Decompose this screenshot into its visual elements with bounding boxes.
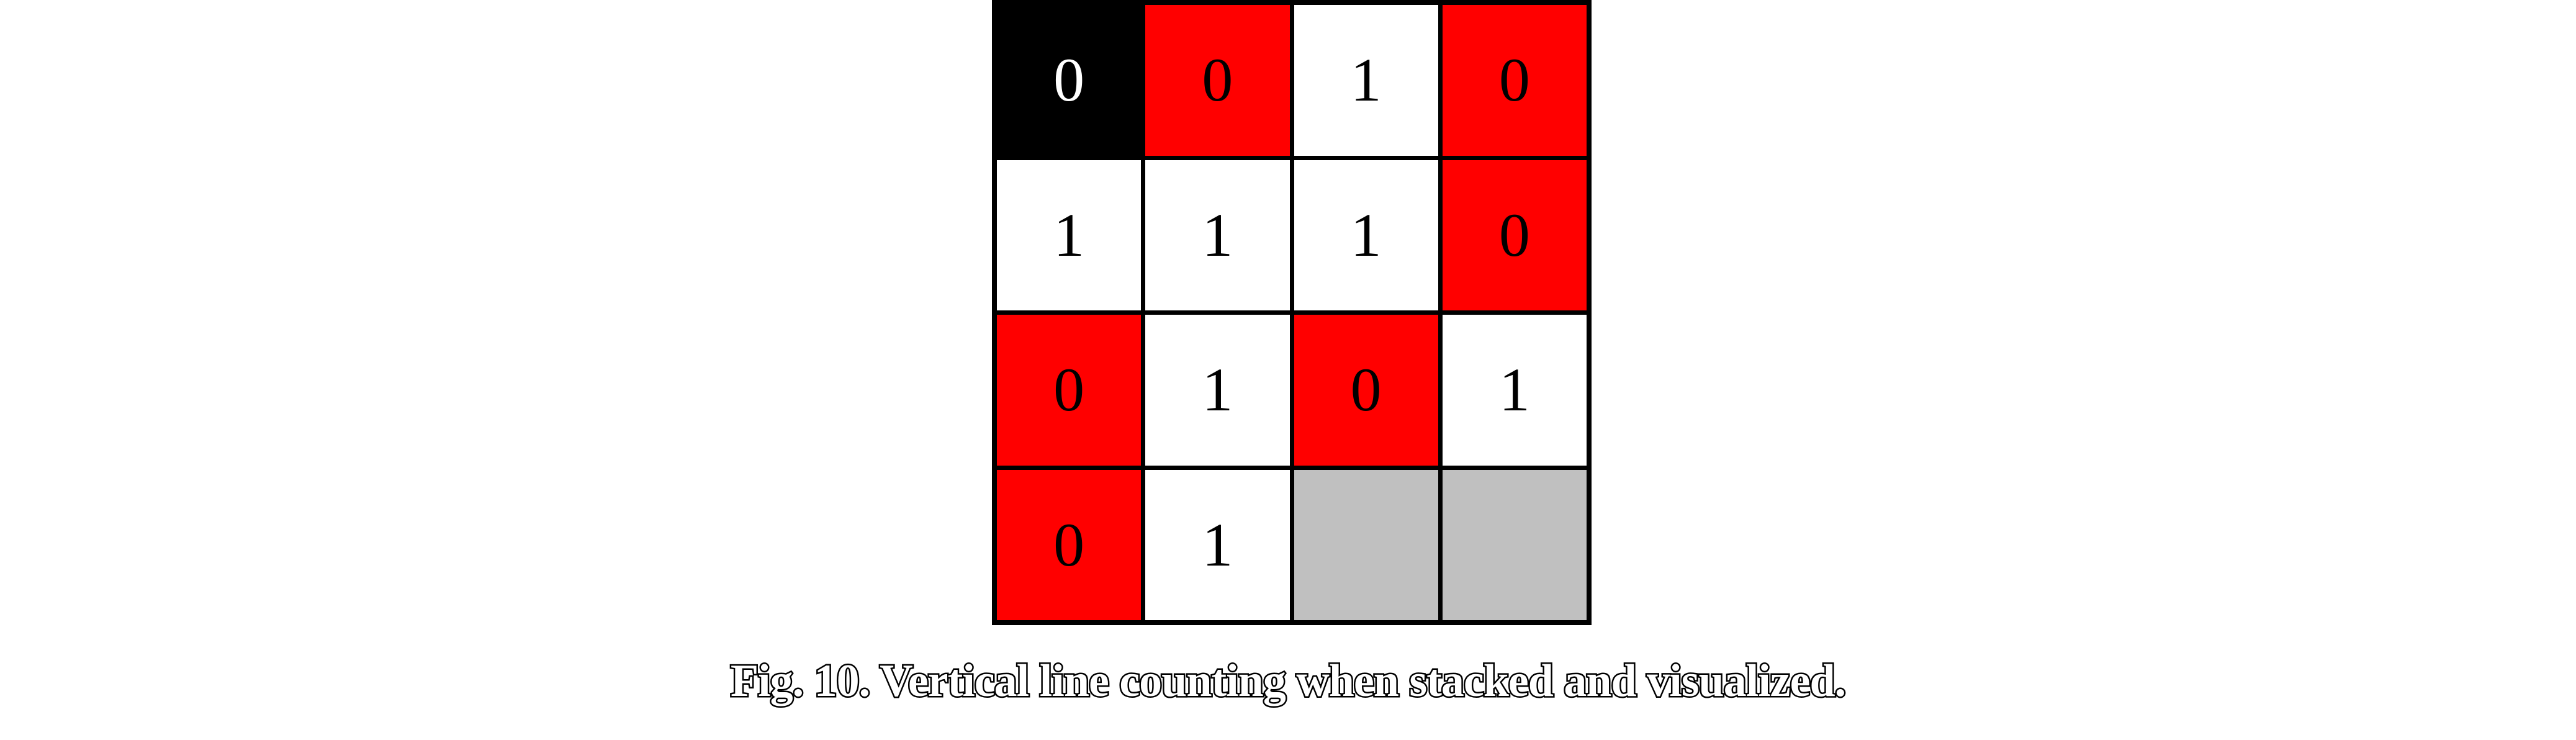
grid-cell-r3-c2: 1 [1145, 315, 1290, 466]
grid-cell-r4-c3 [1294, 469, 1438, 620]
grid-cell-r2-c2: 1 [1145, 160, 1290, 310]
grid-cell-r3-c1: 0 [997, 315, 1142, 466]
grid-cell-r2-c1: 1 [997, 160, 1142, 310]
grid-cell-r1-c4: 0 [1442, 5, 1587, 156]
grid-cell-r4-c2: 1 [1145, 469, 1290, 620]
grid-cell-r2-c4: 0 [1442, 160, 1587, 310]
figure-caption: Fig. 10. Vertical line counting when sta… [729, 654, 1847, 708]
grid-cell-r1-c2: 0 [1145, 5, 1290, 156]
grid-cell-r3-c4: 1 [1442, 315, 1587, 466]
grid-cell-r2-c3: 1 [1294, 160, 1438, 310]
grid-cell-r4-c4 [1442, 469, 1587, 620]
grid-cell-r3-c3: 0 [1294, 315, 1438, 466]
grid-cell-r1-c3: 1 [1294, 5, 1438, 156]
grid-cell-r1-c1: 0 [997, 5, 1142, 156]
grid-cell-r4-c1: 0 [997, 469, 1142, 620]
